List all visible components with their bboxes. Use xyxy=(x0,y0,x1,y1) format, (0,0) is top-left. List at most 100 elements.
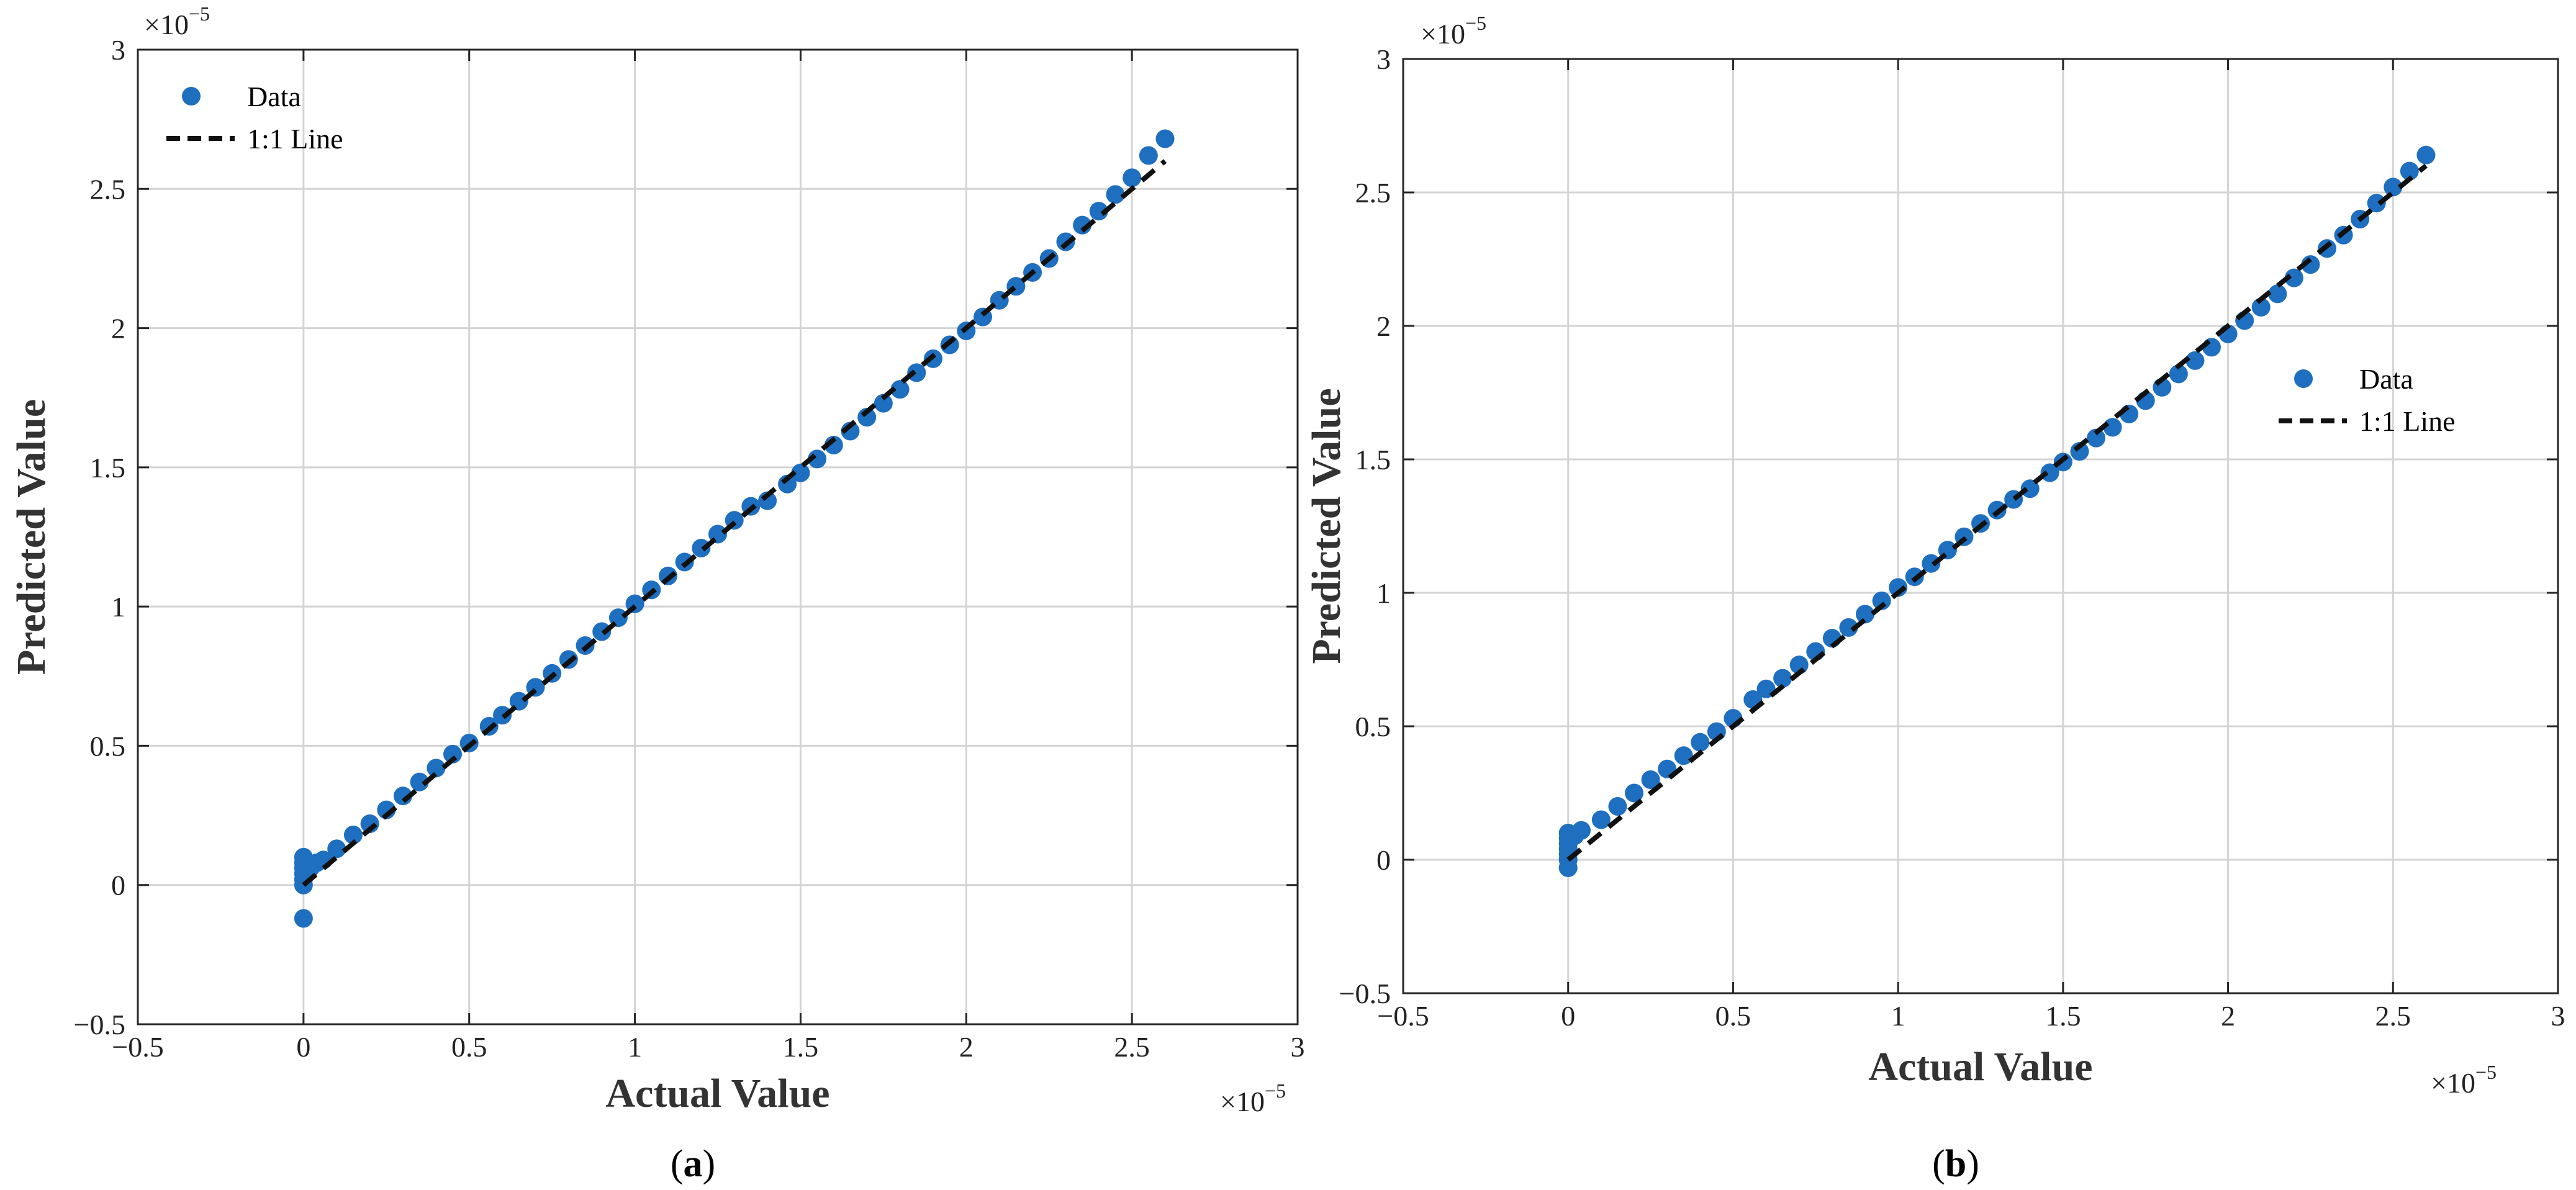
data-point-a-56 xyxy=(1089,202,1108,221)
x-axis-label-b: Actual Value xyxy=(1868,1044,2092,1089)
x-tick-label-b-5: 2 xyxy=(2221,1000,2235,1032)
y-multiplier-exp-b: −5 xyxy=(1465,12,1486,34)
x-tick-label-b-0: −0.5 xyxy=(1377,1000,1429,1032)
x-tick-label-b-7: 3 xyxy=(2551,1000,2565,1032)
data-point-a-38 xyxy=(791,463,810,482)
data-point-b-9 xyxy=(1591,810,1611,829)
x-tick-label-b-2: 0.5 xyxy=(1715,1000,1751,1032)
data-point-a-60 xyxy=(1155,129,1175,148)
legend-a: Data 1:1 Line xyxy=(166,81,343,155)
x-tick-label-a-4: 1.5 xyxy=(783,1031,819,1063)
chart-panel-a: −0.5 0 0.5 1 1.5 2 2.5 3 −0.5 0 0.5 1 1.5 2 2.5 3 Data 1:… xyxy=(9,2,1305,1185)
data-point-a-57 xyxy=(1106,185,1125,204)
x-tick-label-a-6: 2.5 xyxy=(1114,1031,1150,1063)
legend-label-line-a: 1:1 Line xyxy=(247,123,343,155)
x-tick-label-a-2: 0.5 xyxy=(451,1031,487,1063)
data-point-b-51 xyxy=(2284,268,2303,287)
data-point-b-40 xyxy=(2103,418,2122,437)
y-tick-label-b-1: 0 xyxy=(1376,844,1391,876)
y-tick-label-b-7: 3 xyxy=(1376,43,1391,75)
y-multiplier-exp-a: −5 xyxy=(189,2,210,25)
y-tick-label-b-3: 1 xyxy=(1376,577,1391,609)
legend-b: Data 1:1 Line xyxy=(2279,363,2456,437)
data-point-b-49 xyxy=(2251,297,2271,317)
y-axis-label-a: Predicted Value xyxy=(9,399,54,675)
axes-frame-a xyxy=(137,48,1299,1025)
data-point-b-24 xyxy=(1839,618,1858,637)
y-tick-label-b-5: 2 xyxy=(1376,310,1391,342)
y-multiplier-a: ×10−5 xyxy=(144,2,210,40)
y-tick-label-a-1: 0 xyxy=(111,870,125,901)
y-tick-label-b-2: 0.5 xyxy=(1355,711,1391,742)
x-tick-label-a-0: −0.5 xyxy=(112,1031,163,1063)
data-point-b-50 xyxy=(2268,284,2287,304)
legend-label-line-b: 1:1 Line xyxy=(2359,405,2456,437)
data-point-a-10 xyxy=(327,839,346,859)
y-tick-label-a-0: −0.5 xyxy=(74,1009,125,1040)
data-point-b-8 xyxy=(1571,821,1591,840)
data-point-a-58 xyxy=(1123,168,1142,187)
x-tick-label-b-4: 1.5 xyxy=(2045,1000,2081,1032)
grid-b xyxy=(1403,59,2558,993)
y-tick-label-a-5: 2 xyxy=(111,313,125,345)
data-point-a-32 xyxy=(692,538,711,557)
data-point-b-36 xyxy=(2040,463,2059,482)
data-point-b-44 xyxy=(2169,364,2188,384)
axes-frame-b xyxy=(1402,58,2559,994)
y-tick-label-b-4: 1.5 xyxy=(1355,444,1391,476)
chart-panel-b: −0.5 0 0.5 1 1.5 2 2.5 3 −0.5 0 0.5 1 1.5 2 2.5 3 Data 1:… xyxy=(1304,12,2565,1185)
reference-line-b xyxy=(1566,163,2428,862)
data-point-b-10 xyxy=(1608,797,1627,816)
x-tick-label-a-7: 3 xyxy=(1291,1031,1305,1063)
data-point-b-58 xyxy=(2400,161,2419,181)
grid-a xyxy=(138,50,1298,1024)
legend-marker-data-b xyxy=(2294,369,2313,388)
data-point-b-39 xyxy=(2087,428,2105,448)
data-point-a-43 xyxy=(874,394,893,413)
y-tick-label-b-0: −0.5 xyxy=(1339,978,1391,1009)
legend-marker-data-a xyxy=(182,87,201,106)
x-tick-label-a-5: 2 xyxy=(959,1031,974,1063)
y-tick-label-a-7: 3 xyxy=(111,34,125,66)
panel-letter-b: b xyxy=(1945,1143,1966,1185)
legend-label-data-a: Data xyxy=(247,81,301,112)
x-tick-label-b-6: 2.5 xyxy=(2375,1000,2411,1032)
reference-line-a xyxy=(302,159,1167,887)
x-multiplier-exp-a: −5 xyxy=(1265,1080,1286,1102)
x-multiplier-b: ×10−5 xyxy=(2431,1061,2497,1099)
data-point-a-44 xyxy=(890,380,910,399)
panel-letter-a: a xyxy=(684,1143,703,1185)
data-point-b-59 xyxy=(2416,145,2436,165)
panel-label-b: (b) xyxy=(1932,1143,1979,1185)
x-multiplier-exp-b: −5 xyxy=(2475,1061,2497,1083)
data-point-b-12 xyxy=(1641,770,1660,789)
data-point-a-17 xyxy=(443,744,463,764)
x-tick-label-b-1: 0 xyxy=(1561,1000,1575,1032)
panel-label-a: (a) xyxy=(671,1143,715,1185)
x-tick-label-b-3: 1 xyxy=(1891,1000,1905,1032)
data-point-b-14 xyxy=(1674,746,1693,765)
data-point-a-0 xyxy=(294,909,313,928)
y-tick-label-a-2: 0.5 xyxy=(90,730,126,762)
data-point-b-35 xyxy=(2020,479,2040,498)
data-point-a-45 xyxy=(907,363,926,382)
data-point-b-15 xyxy=(1691,732,1710,752)
x-tick-label-a-1: 0 xyxy=(296,1031,310,1063)
y-multiplier-b: ×10−5 xyxy=(1421,12,1486,50)
data-point-a-59 xyxy=(1139,146,1158,165)
x-multiplier-a: ×10−5 xyxy=(1220,1080,1286,1117)
y-tick-label-a-6: 2.5 xyxy=(90,173,126,205)
data-point-b-57 xyxy=(2384,178,2403,197)
data-point-a-16 xyxy=(427,759,446,778)
data-point-b-56 xyxy=(2367,194,2386,213)
legend-label-data-b: Data xyxy=(2359,363,2413,395)
data-point-b-29 xyxy=(1922,554,1941,573)
data-point-a-15 xyxy=(410,772,429,791)
data-point-b-20 xyxy=(1773,669,1792,688)
data-point-b-25 xyxy=(1856,605,1874,624)
data-point-b-45 xyxy=(2185,351,2205,370)
y-tick-label-b-6: 2.5 xyxy=(1355,177,1391,209)
y-tick-label-a-4: 1.5 xyxy=(90,452,126,484)
y-axis-label-b: Predicted Value xyxy=(1304,388,1349,664)
